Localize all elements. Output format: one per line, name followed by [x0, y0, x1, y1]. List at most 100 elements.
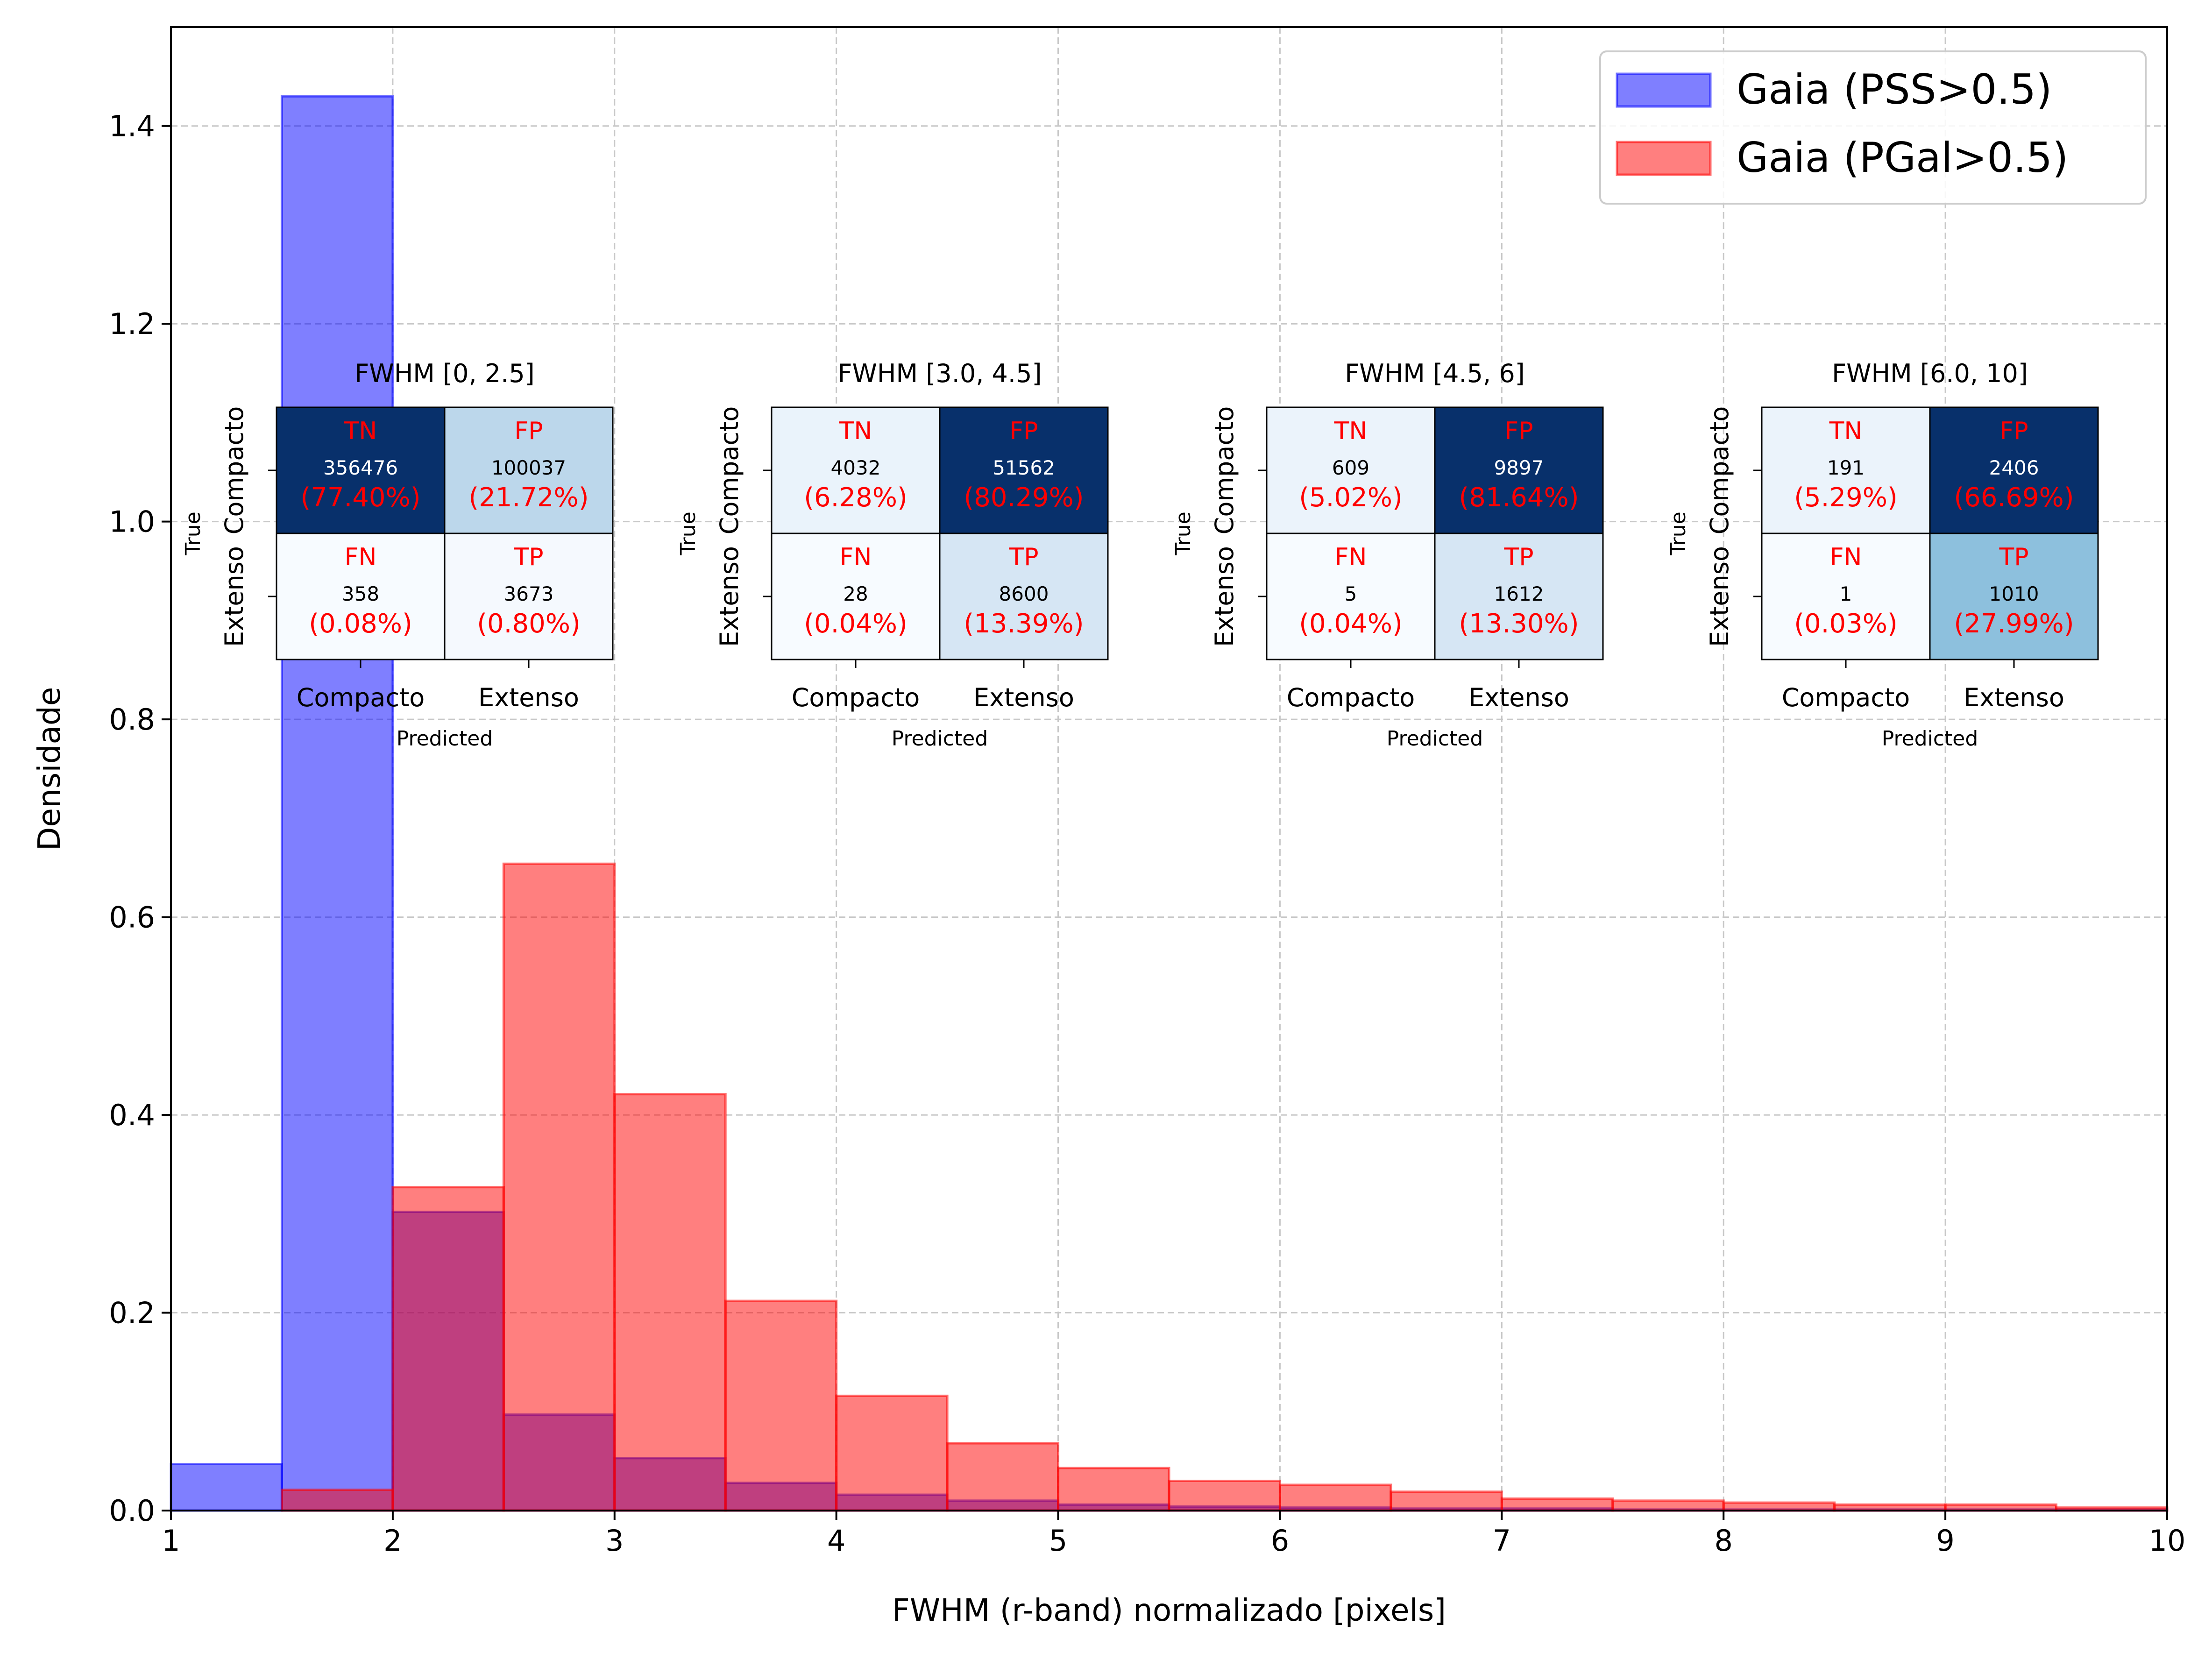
- cell-percent: (0.03%): [1794, 609, 1898, 639]
- inset-y-axis-label: True: [181, 511, 205, 555]
- histogram-bar: [1057, 1467, 1170, 1512]
- histogram-bar: [1611, 1499, 1725, 1512]
- histogram-bar: [280, 95, 394, 1512]
- inset-x-tick-label: Compacto: [792, 683, 920, 712]
- cell-count: 5: [1345, 582, 1357, 605]
- y-tick-label: 1.2: [109, 307, 155, 341]
- cell-percent: (0.04%): [804, 609, 907, 639]
- cell-label: TN: [344, 417, 377, 445]
- confusion-cell: [444, 532, 614, 660]
- cell-count: 51562: [993, 456, 1055, 479]
- inset-x-axis-label: Predicted: [1882, 727, 1978, 751]
- inset-x-tick-label: Compacto: [1782, 683, 1910, 712]
- cell-count: 3673: [504, 582, 554, 605]
- cell-count: 1: [1840, 582, 1852, 605]
- legend-label: Gaia (PSS>0.5): [1737, 65, 2052, 114]
- inset-y-tick-label: Extenso: [220, 546, 249, 647]
- cell-label: FP: [1504, 417, 1533, 445]
- cell-label: TP: [1999, 543, 2028, 571]
- cell-label: TP: [1503, 543, 1533, 571]
- confusion-matrix: FWHM [4.5, 6] TN 609 (5.02%) FP 9897 (81.64%) F…: [1171, 359, 1604, 751]
- cell-label: FP: [1999, 417, 2028, 445]
- histogram-bars: [170, 95, 2169, 1512]
- histogram-bar: [391, 1186, 505, 1512]
- confusion-cell: [1434, 532, 1604, 660]
- confusion-cell: [276, 406, 446, 534]
- y-tick-label: 0.4: [109, 1098, 155, 1132]
- cell-percent: (0.80%): [477, 609, 581, 639]
- histogram-bar: [613, 1093, 727, 1512]
- inset-x-tick-label: Extenso: [1964, 683, 2064, 712]
- cell-percent: (13.30%): [1459, 609, 1579, 639]
- inset-y-tick-label: Extenso: [1705, 546, 1734, 647]
- y-tick-label: 0.8: [109, 702, 155, 737]
- cell-count: 4032: [831, 456, 881, 479]
- cell-label: FP: [1009, 417, 1038, 445]
- cell-label: TN: [1334, 417, 1368, 445]
- inset-x-tick-label: Extenso: [1468, 683, 1569, 712]
- x-tick-label: 7: [1493, 1524, 1511, 1558]
- y-axis-label: Densidade: [31, 687, 67, 851]
- cell-percent: (80.29%): [964, 482, 1084, 513]
- confusion-cell: [771, 406, 941, 534]
- histogram-bar: [170, 1462, 283, 1512]
- legend-box: [1599, 50, 2147, 205]
- inset-x-axis-label: Predicted: [1387, 727, 1483, 751]
- y-tick-label: 0.0: [109, 1494, 155, 1528]
- confusion-cell: [444, 406, 614, 534]
- confusion-matrix: FWHM [6.0, 10] TN 191 (5.29%) FP 2406 (66.69%)…: [1666, 359, 2099, 751]
- legend: Gaia (PSS>0.5) Gaia (PGal>0.5): [1599, 50, 2147, 205]
- confusion-cell: [1929, 532, 2099, 660]
- cell-count: 191: [1827, 456, 1865, 479]
- x-tick-label: 1: [162, 1524, 180, 1558]
- histogram-bar: [1390, 1490, 1503, 1512]
- series-pgal: [280, 862, 2169, 1512]
- y-tick-label: 1.4: [109, 109, 155, 143]
- inset-y-tick-label: Compacto: [715, 406, 744, 535]
- x-axis-label: FWHM (r-band) normalizado [pixels]: [892, 1592, 1446, 1628]
- histogram-bar: [946, 1442, 1060, 1512]
- histogram-bar: [1722, 1501, 1836, 1512]
- inset-x-tick-label: Extenso: [478, 683, 579, 712]
- cell-label: TN: [839, 417, 872, 445]
- cell-percent: (5.29%): [1794, 482, 1898, 513]
- cell-count: 28: [843, 582, 868, 605]
- histogram-bar: [724, 1299, 838, 1512]
- x-tick-label: 9: [1936, 1524, 1954, 1558]
- cell-percent: (66.69%): [1954, 482, 2074, 513]
- confusion-cell: [1266, 532, 1436, 660]
- inset-y-axis-label: True: [676, 511, 700, 555]
- cell-count: 1612: [1494, 582, 1544, 605]
- axes: 1 2 3 4 5 6 7 8 9 10 0.0 0.2 0.4 0.6 0.8 1.0 1.2 1.4 FWHM …: [31, 26, 2185, 1628]
- histogram-bar: [1500, 1497, 1614, 1512]
- legend-swatch: [1616, 141, 1712, 176]
- inset-x-axis-label: Predicted: [892, 727, 988, 751]
- confusion-matrix-title: FWHM [6.0, 10]: [1832, 359, 2028, 388]
- confusion-matrix-title: FWHM [0, 2.5]: [354, 359, 535, 388]
- cell-percent: (0.04%): [1299, 609, 1403, 639]
- cell-percent: (13.39%): [964, 609, 1084, 639]
- cell-count: 358: [342, 582, 379, 605]
- cell-label: TN: [1829, 417, 1863, 445]
- y-tick-label: 0.2: [109, 1296, 155, 1330]
- confusion-matrix: FWHM [0, 2.5] TN 356476 (77.40%) FP 100037 (21…: [181, 359, 614, 751]
- confusion-matrix-title: FWHM [4.5, 6]: [1345, 359, 1525, 388]
- confusion-matrix-insets: FWHM [0, 2.5] TN 356476 (77.40%) FP 100037 (21…: [181, 359, 2099, 751]
- cell-label: TP: [513, 543, 543, 571]
- inset-y-tick-label: Compacto: [1210, 406, 1239, 535]
- inset-x-tick-label: Compacto: [297, 683, 425, 712]
- cell-label: FN: [345, 543, 377, 571]
- cell-count: 2406: [1989, 456, 2039, 479]
- histogram-bar: [835, 1394, 949, 1512]
- x-tick-label: 4: [827, 1524, 845, 1558]
- y-tick-label: 1.0: [109, 505, 155, 539]
- cell-percent: (0.08%): [309, 609, 412, 639]
- confusion-matrix-title: FWHM [3.0, 4.5]: [837, 359, 1042, 388]
- cell-label: FP: [514, 417, 543, 445]
- cell-count: 9897: [1494, 456, 1544, 479]
- cell-count: 8600: [999, 582, 1049, 605]
- cell-label: FN: [840, 543, 872, 571]
- inset-y-tick-label: Extenso: [715, 546, 744, 647]
- legend-label: Gaia (PGal>0.5): [1737, 134, 2068, 182]
